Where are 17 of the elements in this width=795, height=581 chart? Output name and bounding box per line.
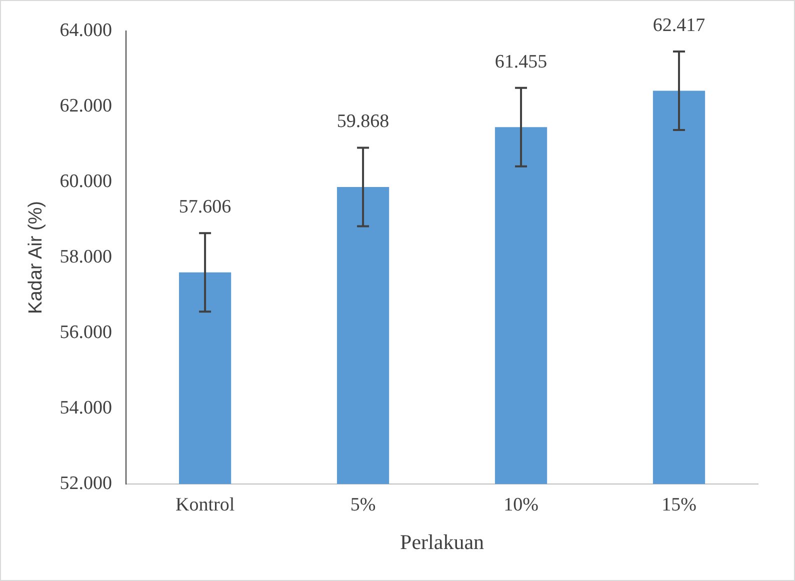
data-label: 59.868 xyxy=(336,111,390,132)
data-label: 57.606 xyxy=(178,196,232,218)
x-tick-label: 15% xyxy=(662,494,697,516)
data-label: 61.455 xyxy=(494,51,548,72)
x-tick-label: 10% xyxy=(504,494,539,516)
data-label: 62.417 xyxy=(652,14,706,36)
y-axis-title: Kadar Air (%) xyxy=(26,201,47,314)
y-tick-label: 62.000 xyxy=(60,95,112,116)
x-tick-label: 5% xyxy=(350,494,376,516)
y-tick-label: 60.000 xyxy=(60,170,112,192)
y-tick-label: 58.000 xyxy=(60,246,112,268)
x-axis-title: Perlakuan xyxy=(400,530,484,554)
x-tick-label: Kontrol xyxy=(175,494,235,516)
y-tick-label: 54.000 xyxy=(60,397,112,418)
y-tick-label: 56.000 xyxy=(60,322,112,343)
y-tick-label: 52.000 xyxy=(60,472,112,494)
y-tick-label: 64.000 xyxy=(60,20,112,41)
